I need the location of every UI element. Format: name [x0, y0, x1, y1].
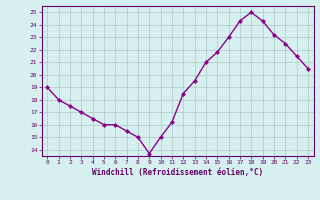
X-axis label: Windchill (Refroidissement éolien,°C): Windchill (Refroidissement éolien,°C)	[92, 168, 263, 177]
